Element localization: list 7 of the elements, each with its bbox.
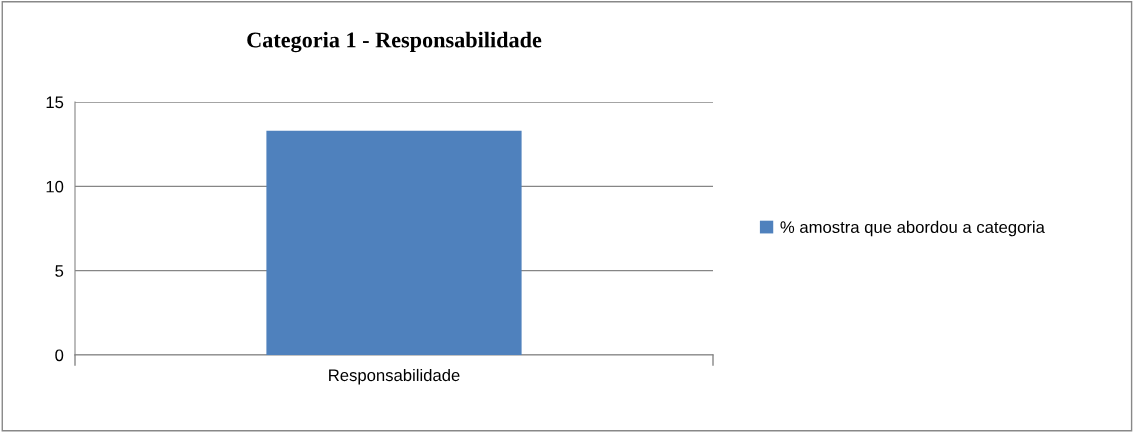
- y-tick-label: 10: [46, 180, 64, 193]
- x-tick-label: Responsabilidade: [329, 368, 460, 385]
- chart-title: Categoria 1 - Responsabilidade: [247, 31, 542, 53]
- legend-label: % amostra que abordou a categoria: [780, 220, 1045, 237]
- y-tick-label: 15: [46, 96, 64, 109]
- y-tick-label: 5: [55, 265, 64, 277]
- y-tick-label: 0: [55, 349, 64, 362]
